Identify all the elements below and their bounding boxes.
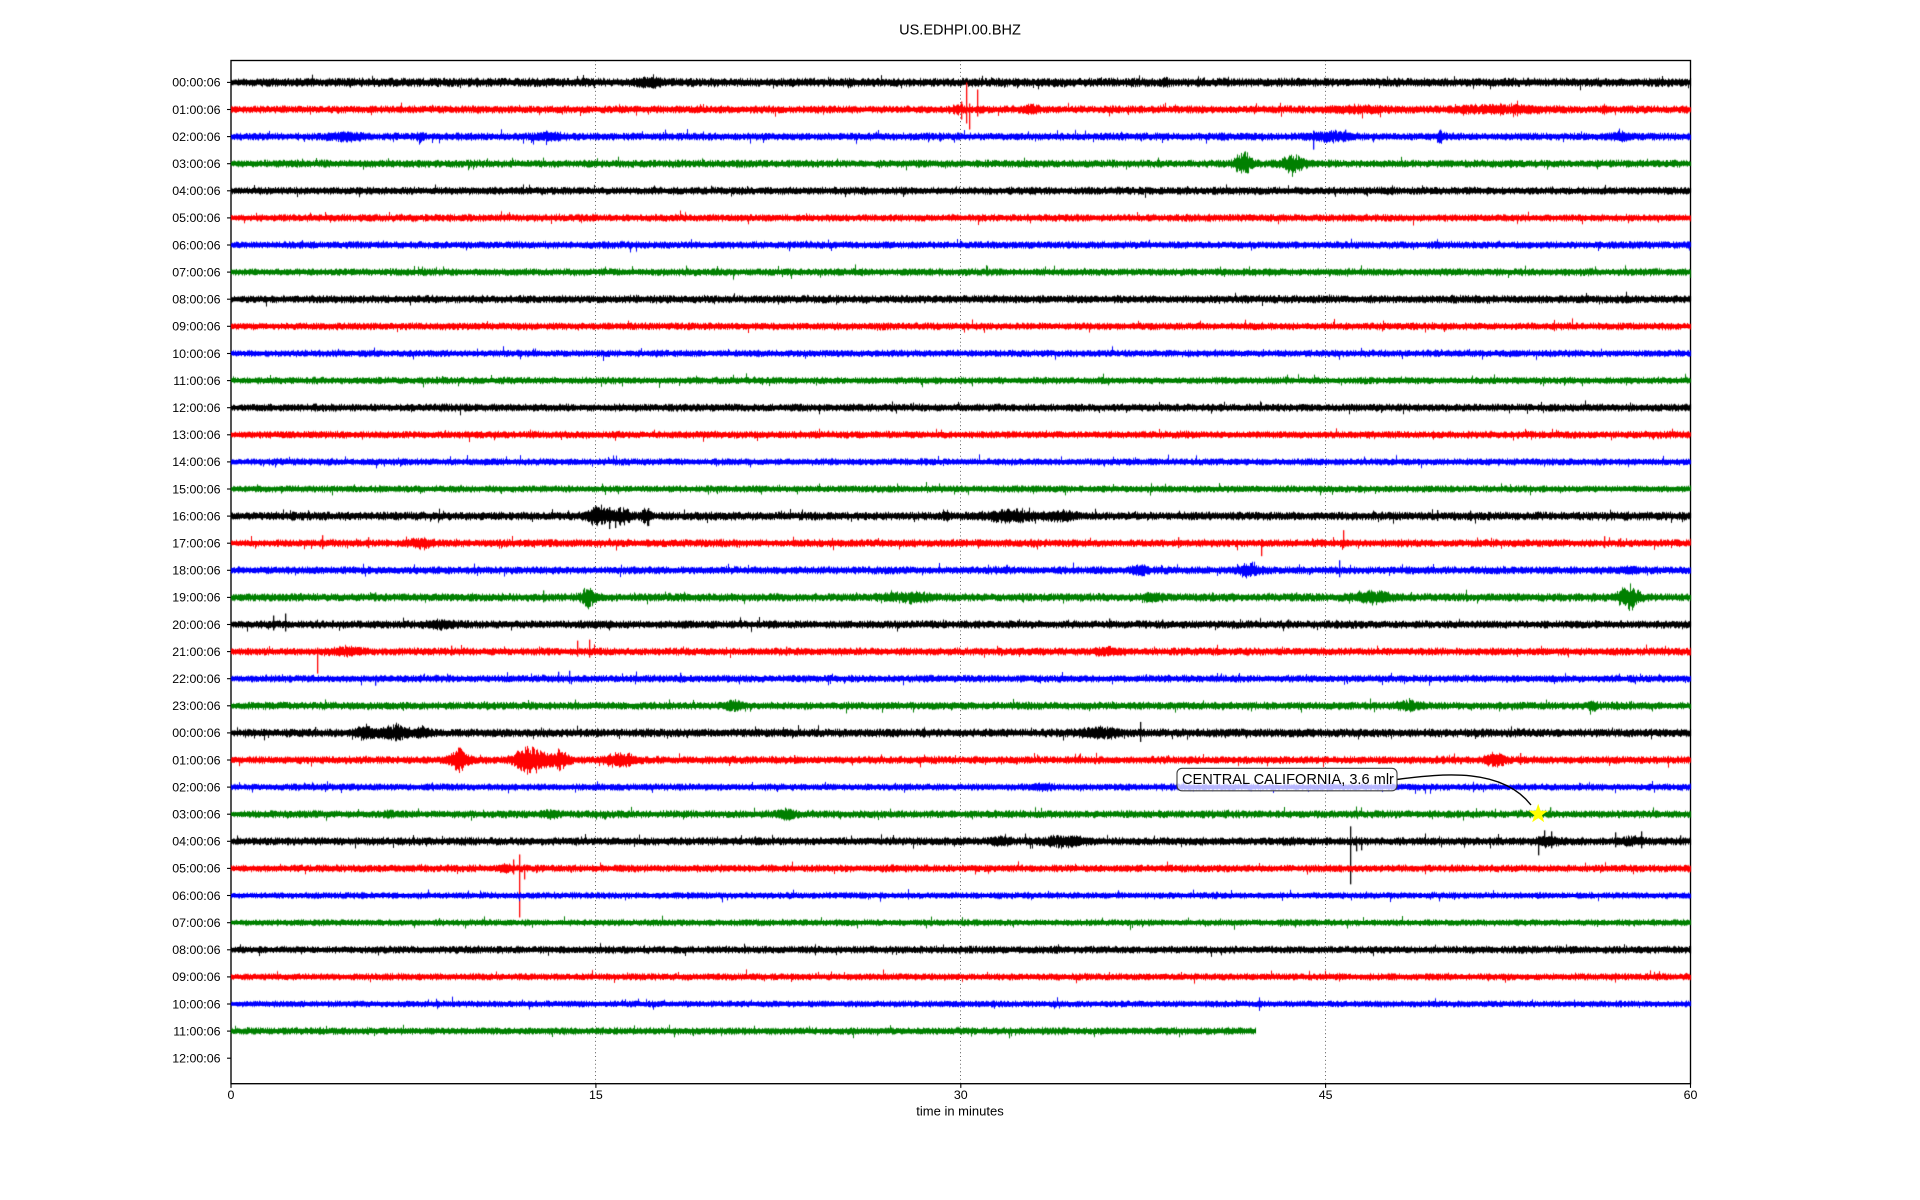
svg-text:CENTRAL CALIFORNIA, 3.6 mlr: CENTRAL CALIFORNIA, 3.6 mlr xyxy=(1182,772,1394,788)
